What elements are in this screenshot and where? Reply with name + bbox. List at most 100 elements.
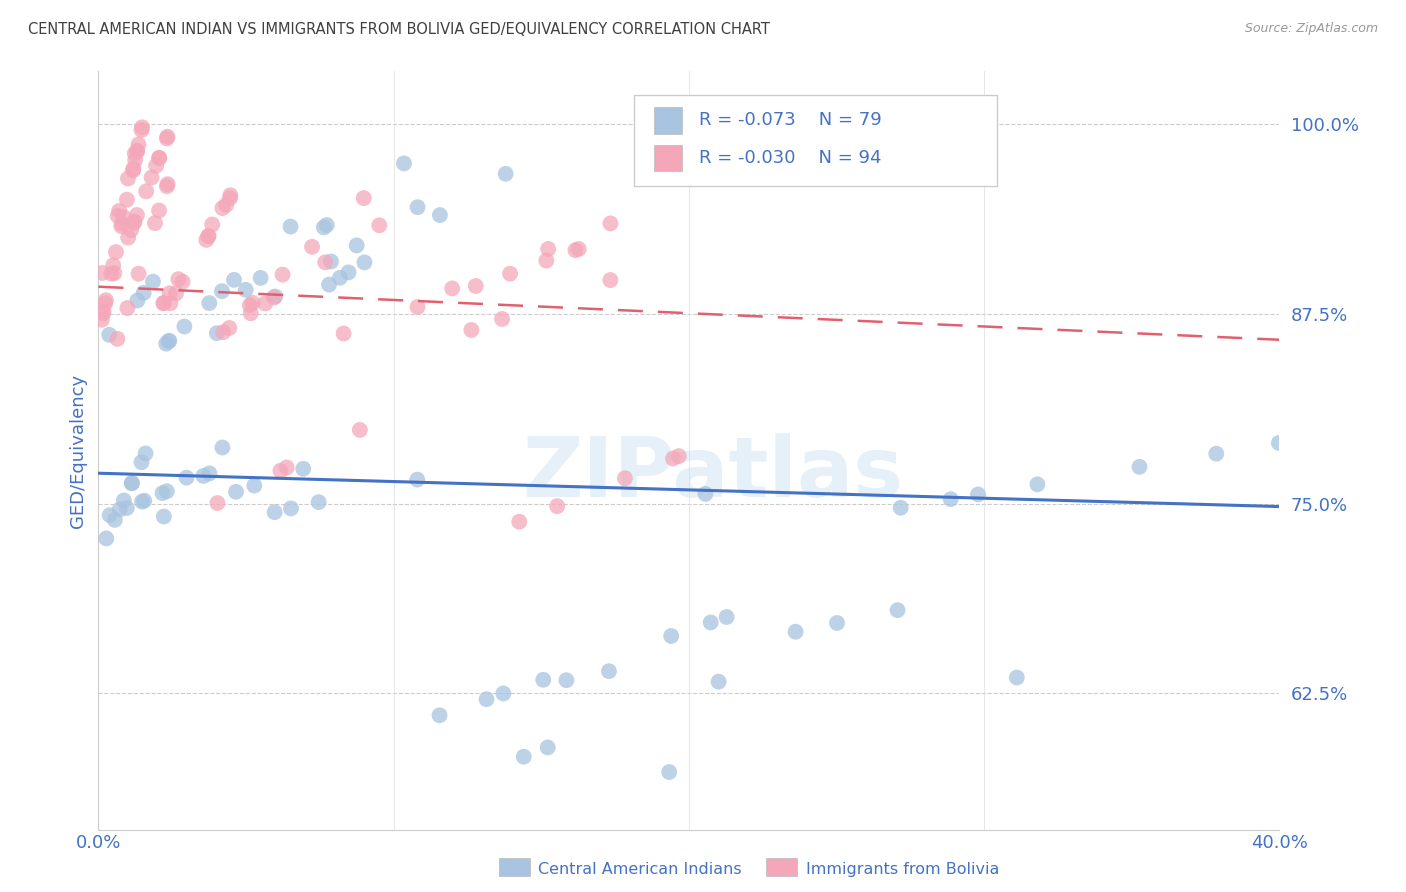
Point xyxy=(211,284,233,298)
Point xyxy=(564,243,586,257)
Point xyxy=(148,151,170,165)
Point xyxy=(120,223,142,237)
Point xyxy=(195,233,218,247)
Point xyxy=(249,271,271,285)
Point xyxy=(128,267,150,281)
Text: Source: ZipAtlas.com: Source: ZipAtlas.com xyxy=(1244,22,1378,36)
Point xyxy=(94,296,117,310)
Point xyxy=(406,300,429,314)
Point xyxy=(197,229,219,244)
Text: Central American Indians: Central American Indians xyxy=(538,863,742,877)
Point xyxy=(536,253,558,268)
Point xyxy=(314,255,336,269)
Point xyxy=(329,270,352,285)
Point xyxy=(716,610,738,624)
Point xyxy=(159,296,181,310)
Point xyxy=(280,219,302,234)
Point xyxy=(124,153,146,168)
Point xyxy=(111,217,134,231)
Point xyxy=(319,254,342,268)
Point xyxy=(122,216,145,230)
Point xyxy=(128,137,150,152)
Text: Immigrants from Bolivia: Immigrants from Bolivia xyxy=(806,863,1000,877)
Point xyxy=(658,765,681,780)
Point xyxy=(134,493,156,508)
Text: R = -0.073    N = 79: R = -0.073 N = 79 xyxy=(699,112,882,129)
Point xyxy=(125,145,148,159)
Point xyxy=(131,455,153,469)
Point xyxy=(176,470,198,484)
Point xyxy=(219,191,242,205)
Point xyxy=(464,279,486,293)
Point xyxy=(108,203,131,218)
Point xyxy=(555,673,578,688)
Point xyxy=(156,177,179,191)
Point xyxy=(219,188,242,202)
Point xyxy=(280,501,302,516)
Point xyxy=(121,476,143,491)
Point xyxy=(508,515,530,529)
Point xyxy=(599,216,621,230)
Point xyxy=(1128,459,1150,474)
Point xyxy=(172,275,194,289)
Point xyxy=(662,451,685,466)
Point xyxy=(271,268,294,282)
Point xyxy=(492,686,515,700)
Point xyxy=(94,293,117,308)
Point xyxy=(239,306,262,320)
Point xyxy=(263,505,285,519)
Text: ZIPatlas: ZIPatlas xyxy=(522,433,903,514)
Point xyxy=(599,273,621,287)
Point xyxy=(707,674,730,689)
Point xyxy=(308,495,330,509)
Point xyxy=(117,301,139,315)
Point xyxy=(429,708,451,723)
Point xyxy=(212,325,235,339)
Point xyxy=(353,191,375,205)
Point xyxy=(406,473,429,487)
Point xyxy=(939,492,962,507)
Point xyxy=(460,323,482,337)
Point xyxy=(269,464,291,478)
Point xyxy=(825,615,848,630)
Point xyxy=(315,218,337,232)
Point xyxy=(91,266,114,280)
Point xyxy=(1268,436,1291,450)
Point xyxy=(218,321,240,335)
Point xyxy=(392,156,415,170)
Point xyxy=(263,290,285,304)
Point xyxy=(264,289,287,303)
Point xyxy=(142,275,165,289)
Point xyxy=(785,624,807,639)
Point xyxy=(475,692,498,706)
Point xyxy=(98,508,121,523)
Point xyxy=(159,286,181,301)
Point xyxy=(152,296,174,310)
Point xyxy=(491,312,513,326)
Point xyxy=(107,209,129,223)
Point xyxy=(127,144,149,158)
Point xyxy=(155,336,177,351)
Point xyxy=(1205,447,1227,461)
Point xyxy=(96,532,118,546)
Point xyxy=(148,203,170,218)
Point xyxy=(499,267,522,281)
Point xyxy=(201,218,224,232)
Point xyxy=(135,446,157,460)
Point xyxy=(173,319,195,334)
Point xyxy=(243,478,266,492)
Point xyxy=(312,220,335,235)
Point xyxy=(135,185,157,199)
Point xyxy=(668,449,690,463)
Point xyxy=(512,749,534,764)
Point xyxy=(211,201,233,215)
Point xyxy=(152,296,174,310)
Text: CENTRAL AMERICAN INDIAN VS IMMIGRANTS FROM BOLIVIA GED/EQUIVALENCY CORRELATION C: CENTRAL AMERICAN INDIAN VS IMMIGRANTS FR… xyxy=(28,22,770,37)
Point xyxy=(967,487,990,501)
Point xyxy=(349,423,371,437)
Point xyxy=(107,332,129,346)
Point xyxy=(198,296,221,310)
Point xyxy=(537,242,560,256)
Point xyxy=(301,240,323,254)
Point xyxy=(125,208,148,222)
